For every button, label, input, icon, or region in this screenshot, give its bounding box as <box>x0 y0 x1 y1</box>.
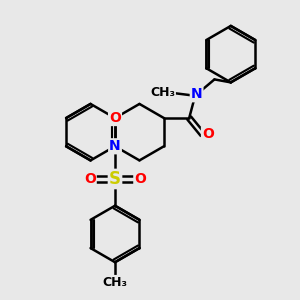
Text: O: O <box>109 111 121 125</box>
Text: CH₃: CH₃ <box>103 276 128 289</box>
Text: CH₃: CH₃ <box>150 86 175 99</box>
Text: O: O <box>134 172 146 186</box>
Text: O: O <box>84 172 96 186</box>
Text: S: S <box>109 170 121 188</box>
Text: N: N <box>191 87 203 101</box>
Text: O: O <box>202 128 214 141</box>
Text: N: N <box>109 139 121 153</box>
